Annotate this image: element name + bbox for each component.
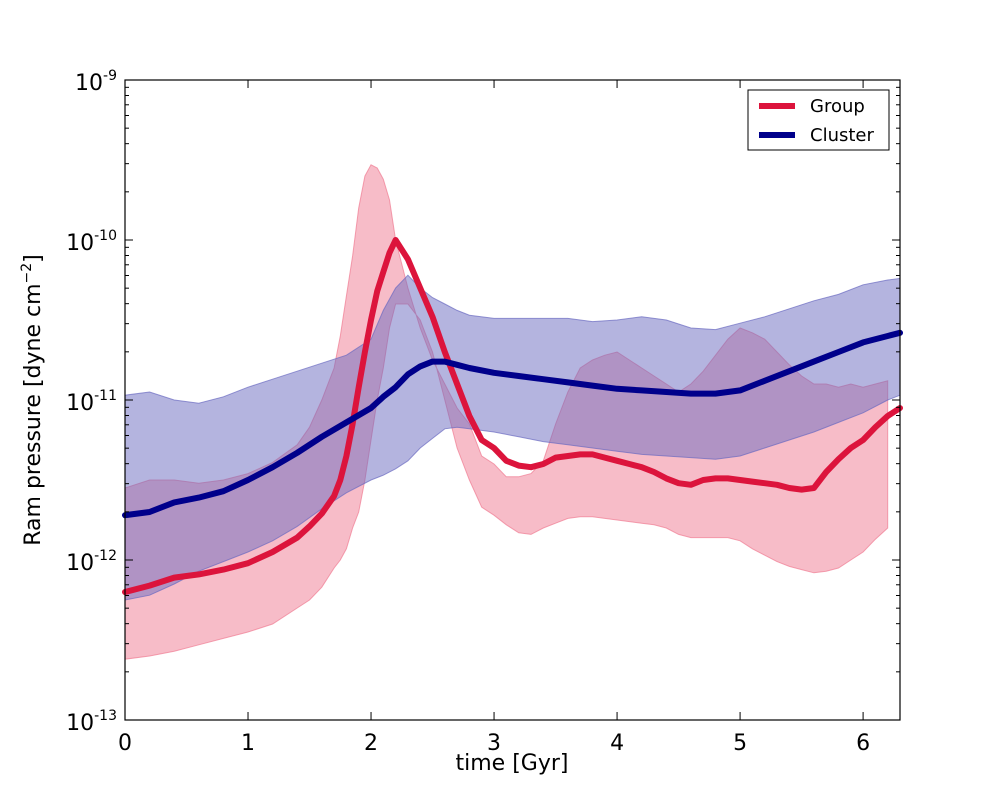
y-axis-label: Ram pressure [dyne cm−2] (19, 254, 46, 546)
x-tick-label: 3 (487, 731, 501, 756)
legend: Group Cluster (747, 89, 890, 151)
legend-box (747, 89, 890, 151)
y-tick-label: 10-13 (66, 708, 117, 736)
y-tick-label: 10-11 (66, 388, 117, 416)
x-tick-label: 6 (856, 731, 870, 756)
x-tick-label: 4 (610, 731, 624, 756)
cluster-median-line (122, 329, 903, 519)
y-tick-label: 10-12 (66, 548, 117, 576)
x-tick-label: 2 (364, 731, 378, 756)
legend-label-cluster: Cluster (810, 125, 874, 146)
group-median-line (122, 237, 903, 595)
x-tick-label: 5 (733, 731, 747, 756)
y-axis-label-main: Ram pressure [dyne cm (21, 283, 46, 545)
y-tick-label: 10-9 (75, 68, 117, 96)
legend-label-group: Group (810, 96, 865, 117)
y-axis-label-close: ] (21, 254, 46, 263)
x-axis-label: time [Gyr] (456, 751, 569, 776)
y-axis-label-exponent: −2 (19, 263, 35, 284)
y-tick-label: 10-10 (66, 228, 117, 256)
x-tick-label: 0 (118, 731, 132, 756)
x-tick-label: 1 (241, 731, 255, 756)
